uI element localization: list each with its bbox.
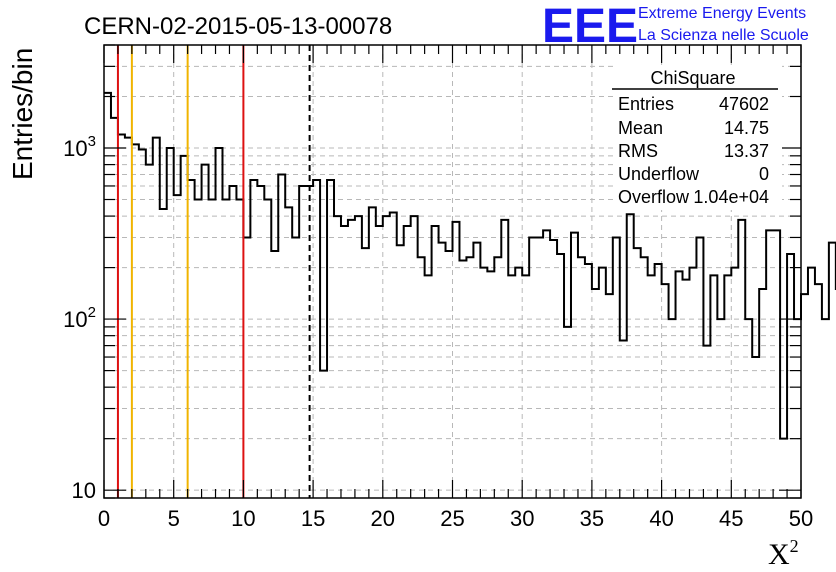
eee-logo: EEE Extreme Energy Events La Scienza nel…: [542, 0, 809, 53]
stats-row-entries: Entries 47602: [618, 94, 769, 114]
x-tick-label: 5: [168, 506, 180, 531]
histogram-series: [104, 91, 836, 440]
stats-label: RMS: [618, 141, 658, 161]
y-tick-label: 102: [63, 304, 96, 332]
stats-box: ChiSquare Entries 47602 Mean 14.75 RMS 1…: [612, 65, 782, 210]
x-tick-label: 45: [719, 506, 743, 531]
x-tick-label: 15: [301, 506, 325, 531]
logo-line-1: Extreme Energy Events: [638, 5, 806, 22]
stats-value: 14.75: [724, 118, 769, 138]
logo-line-2: La Scienza nelle Scuole: [638, 27, 809, 44]
y-axis-label: Entries/bin: [7, 48, 38, 180]
stats-label: Mean: [618, 118, 663, 138]
stats-value: 13.37: [724, 141, 769, 161]
y-tick-label: 103: [63, 133, 96, 161]
histogram-line: [104, 91, 836, 440]
reference-lines: [116, 45, 311, 498]
x-axis-label: X2: [768, 536, 799, 571]
stats-label: Underflow: [618, 164, 700, 184]
x-tick-label: 35: [580, 506, 604, 531]
stats-row-mean: Mean 14.75: [618, 118, 769, 138]
logo-mark: EEE: [542, 0, 638, 53]
x-tick-label: 0: [98, 506, 110, 531]
x-tick-label: 40: [649, 506, 673, 531]
stats-row-overflow: Overflow 1.04e+04: [618, 187, 769, 207]
x-tick-label: 20: [371, 506, 395, 531]
stats-label: Entries: [618, 94, 674, 114]
chart-title: CERN-02-2015-05-13-00078: [84, 13, 392, 40]
x-tick-label: 30: [510, 506, 534, 531]
stats-box-title: ChiSquare: [650, 68, 735, 88]
stats-row-underflow: Underflow 0: [618, 164, 769, 184]
x-axis-label-base: X: [768, 538, 790, 571]
stats-value: 1.04e+04: [693, 187, 769, 207]
stats-value: 47602: [719, 94, 769, 114]
y-tick-label: 10: [72, 478, 96, 503]
x-tick-label: 25: [440, 506, 464, 531]
x-tick-label: 10: [231, 506, 255, 531]
x-axis-label-exponent: 2: [790, 536, 799, 556]
stats-row-rms: RMS 13.37: [618, 141, 769, 161]
stats-label: Overflow: [618, 187, 690, 207]
x-tick-label: 50: [789, 506, 813, 531]
axes: 0 5 10 15 20 25 30 35 40 45 50 10 102 103: [63, 44, 813, 531]
stats-value: 0: [759, 164, 769, 184]
